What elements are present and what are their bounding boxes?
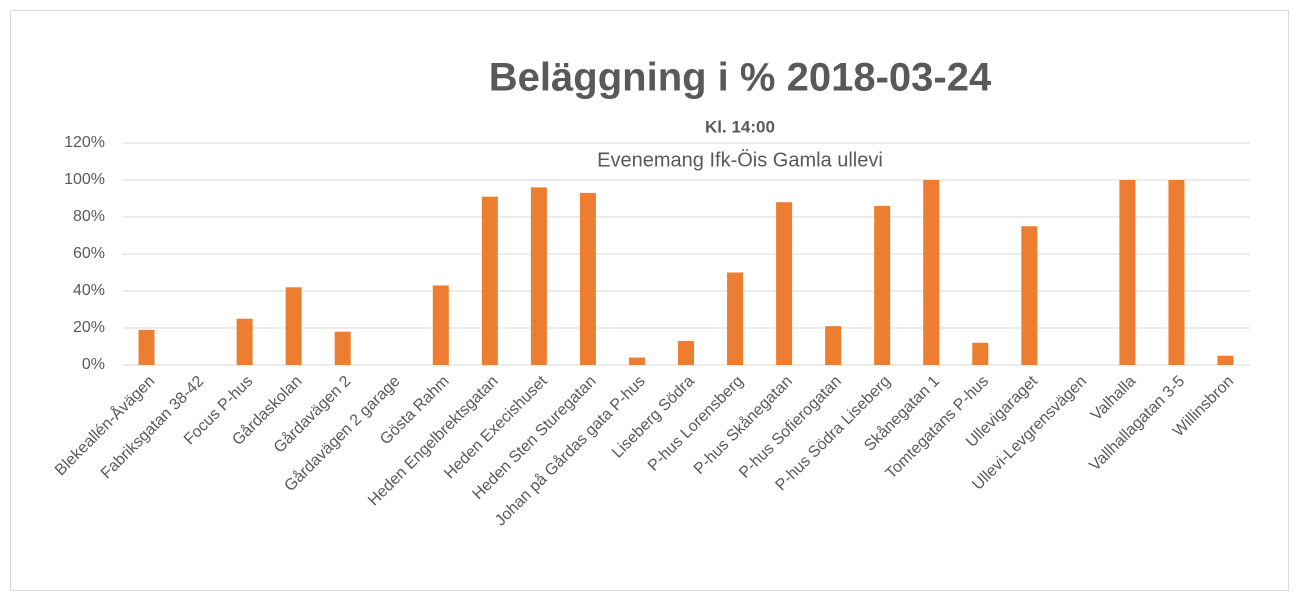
y-tick-label: 60%	[73, 245, 105, 262]
bar	[727, 272, 744, 365]
bar	[579, 192, 596, 365]
bar	[1168, 180, 1185, 365]
bar	[972, 342, 989, 365]
y-tick-label: 20%	[73, 319, 105, 336]
bar	[334, 331, 351, 365]
bar	[776, 202, 793, 365]
bar	[285, 287, 302, 365]
bar	[628, 357, 645, 365]
chart-title: Beläggning i % 2018-03-24	[489, 56, 992, 100]
bar	[481, 196, 498, 365]
y-tick-label: 100%	[64, 171, 105, 188]
y-tick-label: 40%	[73, 282, 105, 299]
bar	[874, 205, 891, 365]
chart-subtitle: Kl. 14:00	[705, 117, 775, 136]
bar	[923, 180, 940, 365]
y-tick-label: 80%	[73, 208, 105, 225]
annotation: Evenemang Ifk-Öis Gamla ullevi	[597, 149, 883, 171]
bar	[825, 326, 842, 365]
bar	[432, 285, 449, 365]
y-tick-label: 0%	[82, 356, 105, 373]
bar	[530, 187, 547, 365]
y-tick-label: 120%	[64, 134, 105, 151]
bar	[1217, 355, 1234, 365]
bar	[678, 340, 694, 365]
bar	[1119, 180, 1136, 365]
bar	[1021, 226, 1038, 365]
chart-border	[10, 10, 1289, 591]
bar	[138, 329, 155, 365]
bar	[236, 318, 253, 365]
